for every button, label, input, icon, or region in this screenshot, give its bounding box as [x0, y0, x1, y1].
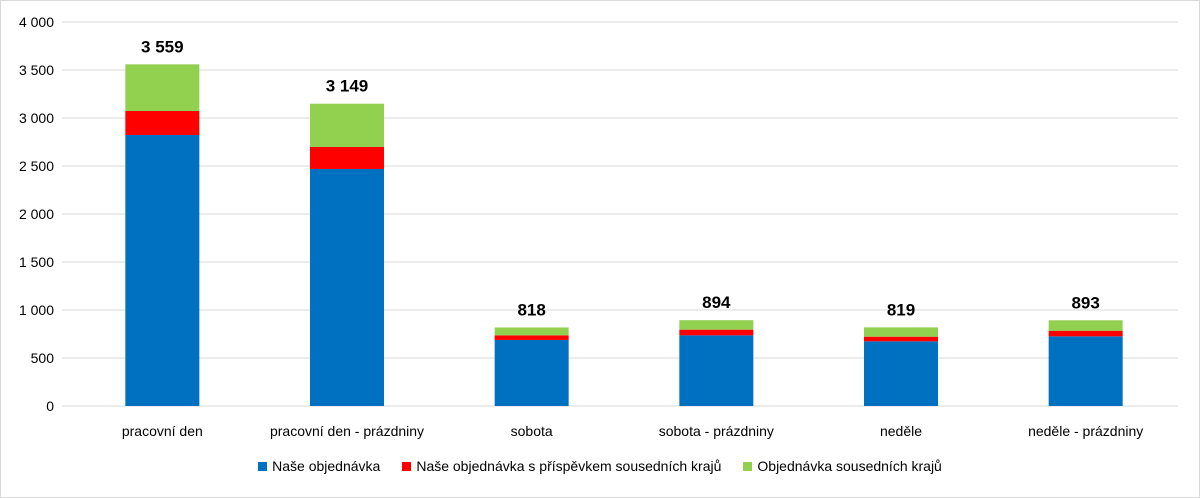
legend: Naše objednávka Naše objednávka s příspěv…: [0, 458, 1200, 474]
legend-item: Naše objednávka: [258, 458, 380, 474]
total-data-label: 894: [702, 293, 731, 312]
total-data-label: 818: [517, 300, 545, 319]
total-data-label: 3 559: [141, 37, 184, 56]
bar-segment-1: [310, 168, 384, 406]
bar-segment-2: [125, 110, 200, 135]
legend-label: Naše objednávka s příspěvkem sousedních …: [416, 458, 722, 474]
bar-segment-1: [864, 341, 938, 406]
total-data-label: 893: [1071, 293, 1099, 312]
legend-item: Naše objednávka s příspěvkem sousedních …: [402, 458, 721, 474]
x-tick-label: pracovní den - prázdniny: [270, 423, 424, 439]
bar-segment-3: [125, 64, 200, 111]
x-tick-label: neděle - prázdniny: [1028, 423, 1143, 439]
total-data-label: 3 149: [326, 77, 369, 96]
stacked-bar-chart: 0 500 1 000 1 500 2 000 2 500 3 000 3 500 4 000 3…: [19, 14, 1178, 439]
bar-segment-2: [1048, 330, 1123, 337]
bar-segment-3: [679, 320, 754, 330]
bar-segment-3: [310, 103, 384, 147]
y-tick-label: 1 000: [19, 302, 54, 318]
legend-swatch: [743, 461, 753, 471]
y-tick-label: 0: [46, 398, 54, 414]
x-tick-label: neděle: [880, 423, 922, 439]
y-tick-label: 2 500: [19, 158, 54, 174]
y-tick-label: 4 000: [19, 14, 54, 30]
y-tick-label: 500: [31, 350, 55, 366]
total-data-label: 819: [887, 300, 915, 319]
bar-segment-2: [864, 336, 938, 342]
x-tick-label: sobota - prázdniny: [659, 423, 774, 439]
bar-segment-1: [494, 339, 569, 406]
x-tick-label: sobota: [511, 423, 553, 439]
legend-label: Objednávka sousedních krajů: [757, 458, 942, 474]
bar-segment-3: [494, 327, 569, 336]
x-tick-label: pracovní den: [122, 423, 203, 439]
bar-segment-2: [494, 335, 569, 340]
y-tick-label: 3 500: [19, 62, 54, 78]
legend-swatch: [258, 461, 268, 471]
bar-segment-1: [125, 134, 200, 406]
bar-segment-2: [679, 329, 754, 336]
bar-segment-3: [864, 327, 938, 337]
legend-swatch: [402, 461, 412, 471]
y-tick-label: 1 500: [19, 254, 54, 270]
legend-label: Naše objednávka: [272, 458, 381, 474]
bar-segment-1: [679, 335, 754, 406]
bar-segment-2: [310, 146, 384, 169]
y-tick-label: 2 000: [19, 206, 54, 222]
legend-item: Objednávka sousedních krajů: [743, 458, 942, 474]
y-tick-label: 3 000: [19, 110, 54, 126]
bar-segment-3: [1048, 320, 1123, 331]
bar-segment-1: [1048, 336, 1123, 406]
